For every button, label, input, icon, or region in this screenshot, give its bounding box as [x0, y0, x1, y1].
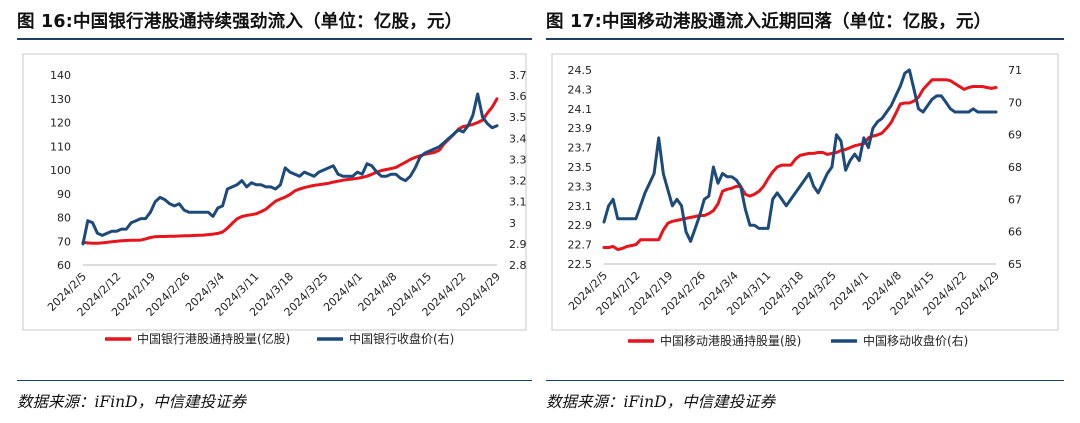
- y-left-tick-label: 22.5: [568, 258, 593, 271]
- y-left-tick-label: 24.1: [568, 103, 593, 116]
- chart-title: 图 16:中国银行港股通持续强劲流入（单位：亿股，元）: [17, 12, 463, 32]
- y-left-tick-label: 120: [50, 117, 71, 130]
- y-right-tick-label: 3.7: [509, 69, 527, 82]
- y-left-tick-label: 23.9: [568, 122, 593, 135]
- series-line-price: [602, 68, 998, 243]
- chart-left-svg: 60 70 80 90 100 110 120 130 140 2.8 2.9 3 3.1 3.2 3.3 3…: [22, 53, 527, 346]
- y-right-tick-label: 3.4: [509, 132, 527, 145]
- y-right-tick-label: 3.5: [509, 111, 527, 124]
- y-left-tick-label: 90: [57, 188, 71, 201]
- y-left-tick-label: 23.3: [568, 180, 593, 193]
- chart-panel-left: 图 16:中国银行港股通持续强劲流入（单位：亿股，元） 60 70 80 90 100 1…: [17, 0, 532, 423]
- y-right-tick-label: 3: [509, 217, 516, 230]
- y-left-tick-label: 100: [50, 164, 71, 177]
- chart-title: 图 17:中国移动港股通流入近期回落（单位：亿股，元）: [546, 12, 992, 32]
- y-right-tick-label: 65: [1008, 258, 1022, 271]
- y-right-tick-label: 71: [1008, 64, 1022, 77]
- series-line-price: [81, 92, 499, 246]
- y-left-tick-label: 24.5: [568, 64, 593, 77]
- y-left-tick-label: 22.9: [568, 219, 593, 232]
- y-left-tick-label: 23.7: [568, 142, 593, 155]
- y-left-tick-label: 70: [57, 235, 71, 248]
- y-left-tick-label: 130: [50, 93, 71, 106]
- y-left-tick-label: 80: [57, 212, 71, 225]
- legend-label: 中国移动港股通持股量(股): [660, 333, 801, 348]
- y-right-tick-label: 3.3: [509, 153, 527, 166]
- chart-frame: [551, 53, 1059, 331]
- y-left-tick-label: 140: [50, 69, 71, 82]
- title-divider: [17, 38, 532, 40]
- series-line-holdings: [81, 97, 499, 245]
- y-left-tick-label: 110: [50, 140, 71, 153]
- y-left-tick-label: 60: [57, 259, 71, 272]
- legend-label: 中国银行港股通持股量(亿股): [137, 331, 290, 346]
- source-divider: [546, 380, 1064, 381]
- source-note: 数据来源：iFinD，中信建投证券: [546, 393, 776, 411]
- y-right-tick-label: 3.2: [509, 175, 527, 188]
- y-right-tick-label: 68: [1008, 161, 1022, 174]
- y-right-tick-label: 2.8: [509, 259, 527, 272]
- series-line-holdings: [602, 78, 998, 251]
- y-left-tick-label: 24.3: [568, 83, 593, 96]
- chart-frame: [22, 53, 527, 331]
- legend-label: 中国移动收盘价(右): [863, 333, 968, 348]
- y-right-tick-label: 3.6: [509, 90, 527, 103]
- chart-panel-right: 图 17:中国移动港股通流入近期回落（单位：亿股，元） 22.5 22.7 22.9…: [546, 0, 1064, 423]
- y-right-tick-label: 66: [1008, 226, 1022, 239]
- y-right-tick-label: 2.9: [509, 238, 527, 251]
- y-right-tick-label: 69: [1008, 129, 1022, 142]
- y-left-tick-label: 22.7: [568, 239, 593, 252]
- legend-label: 中国银行收盘价(右): [349, 331, 454, 346]
- y-right-tick-label: 3.1: [509, 196, 527, 209]
- y-right-tick-label: 67: [1008, 193, 1022, 206]
- y-left-tick-label: 23.5: [568, 161, 593, 174]
- y-left-tick-label: 23.1: [568, 200, 593, 213]
- chart-right-svg: 22.5 22.7 22.9 23.1 23.3 23.5 23.7 23.9 24.1 24.3…: [551, 53, 1059, 348]
- y-right-tick-label: 70: [1008, 96, 1022, 109]
- source-divider: [17, 380, 532, 381]
- source-note: 数据来源：iFinD，中信建投证券: [17, 393, 247, 411]
- title-divider: [546, 38, 1064, 40]
